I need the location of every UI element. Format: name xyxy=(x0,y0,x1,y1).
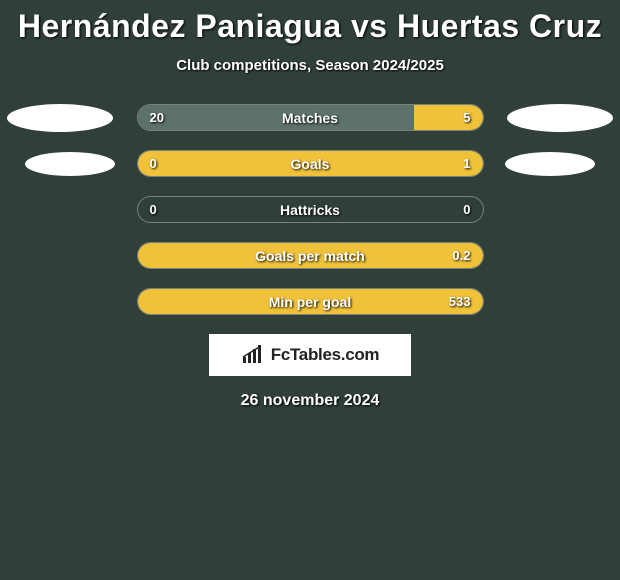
bar-chart-icon xyxy=(241,345,265,365)
stat-row: Min per goal533 xyxy=(137,288,484,315)
stat-value-left: 0 xyxy=(150,197,157,222)
chart-area: Matches205 Goals01 Hattricks0 0 Goals per ma… xyxy=(0,104,620,315)
stat-row: Hattricks0 0 xyxy=(137,196,484,223)
stat-row: Goals01 xyxy=(137,150,484,177)
logo-text: FcTables.com xyxy=(271,345,380,365)
stat-bar-right-fill xyxy=(138,151,483,176)
stat-bar-right-fill xyxy=(414,105,483,130)
player-left-badge-2 xyxy=(25,152,115,176)
subtitle: Club competitions, Season 2024/2025 xyxy=(0,57,620,74)
logo-box[interactable]: FcTables.com xyxy=(209,334,411,376)
stat-bar-right-fill xyxy=(138,243,483,268)
player-right-name: Huertas Cruz xyxy=(397,8,602,44)
player-right-badge-2 xyxy=(505,152,595,176)
stat-value-right: 0 xyxy=(463,197,470,222)
stat-row: Matches205 xyxy=(137,104,484,131)
player-right-badge-1 xyxy=(507,104,613,132)
stat-label: Hattricks xyxy=(138,197,483,222)
stat-bar-left-fill xyxy=(138,105,414,130)
stat-row: Goals per match0.2 xyxy=(137,242,484,269)
stats-bars: Matches205 Goals01 Hattricks0 0 Goals per ma… xyxy=(137,104,484,315)
footer-date: 26 november 2024 xyxy=(0,392,620,410)
player-left-name: Hernández Paniagua xyxy=(18,8,342,44)
vs-text: vs xyxy=(351,8,388,44)
page-title: Hernández Paniagua vs Huertas Cruz xyxy=(0,0,620,45)
stat-bar-right-fill xyxy=(138,289,483,314)
player-left-badge-1 xyxy=(7,104,113,132)
